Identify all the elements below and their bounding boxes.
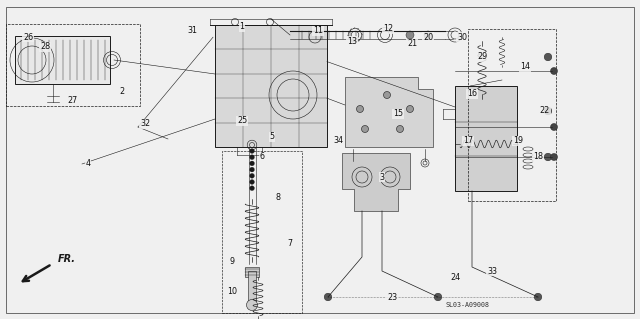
Circle shape xyxy=(406,106,413,113)
Circle shape xyxy=(250,149,255,153)
Text: 32: 32 xyxy=(140,120,150,129)
Text: 9: 9 xyxy=(229,256,235,265)
Text: 28: 28 xyxy=(40,42,50,51)
Bar xyxy=(245,267,259,277)
Text: 24: 24 xyxy=(450,272,460,281)
Circle shape xyxy=(356,106,364,113)
Text: 27: 27 xyxy=(67,97,77,106)
Circle shape xyxy=(544,107,552,115)
Text: 18: 18 xyxy=(533,152,543,161)
Text: 26: 26 xyxy=(23,33,33,41)
Text: 2: 2 xyxy=(120,86,125,95)
Circle shape xyxy=(250,186,255,190)
Bar xyxy=(15,36,110,84)
Text: 4: 4 xyxy=(86,160,90,168)
Circle shape xyxy=(534,293,542,301)
Circle shape xyxy=(324,293,332,301)
Text: SL03-A09008: SL03-A09008 xyxy=(446,302,490,308)
Circle shape xyxy=(250,155,255,160)
Text: 6: 6 xyxy=(259,152,264,161)
Text: 25: 25 xyxy=(237,116,247,125)
Bar xyxy=(215,25,327,147)
Circle shape xyxy=(250,161,255,166)
Text: 34: 34 xyxy=(333,137,343,145)
Circle shape xyxy=(550,68,557,75)
Bar xyxy=(6,24,140,106)
Text: 17: 17 xyxy=(463,137,473,145)
Circle shape xyxy=(550,153,557,160)
Polygon shape xyxy=(342,153,410,211)
Circle shape xyxy=(246,300,257,310)
Text: 14: 14 xyxy=(520,63,530,71)
Circle shape xyxy=(424,31,432,39)
Text: 3: 3 xyxy=(380,173,385,182)
Bar xyxy=(248,271,256,301)
Circle shape xyxy=(434,293,442,301)
Text: 10: 10 xyxy=(227,286,237,295)
Text: 16: 16 xyxy=(467,90,477,99)
Text: 7: 7 xyxy=(287,240,292,249)
Text: 33: 33 xyxy=(487,266,497,276)
Bar xyxy=(455,86,517,191)
Circle shape xyxy=(397,125,403,132)
Text: 29: 29 xyxy=(477,53,487,62)
Text: 8: 8 xyxy=(275,192,280,202)
Text: 23: 23 xyxy=(387,293,397,301)
Bar xyxy=(222,151,302,313)
Text: 20: 20 xyxy=(423,33,433,41)
Circle shape xyxy=(250,167,255,172)
Text: 30: 30 xyxy=(457,33,467,41)
Text: 15: 15 xyxy=(393,109,403,118)
Circle shape xyxy=(362,125,369,132)
Text: 1: 1 xyxy=(239,23,244,32)
Text: FR.: FR. xyxy=(58,254,76,264)
Circle shape xyxy=(250,180,255,184)
Text: 31: 31 xyxy=(187,26,197,35)
Bar xyxy=(468,29,556,201)
Circle shape xyxy=(250,174,255,178)
Circle shape xyxy=(550,123,557,130)
Text: 21: 21 xyxy=(407,40,417,48)
Text: 22: 22 xyxy=(540,107,550,115)
Text: 19: 19 xyxy=(513,137,523,145)
Text: 5: 5 xyxy=(269,132,275,142)
Circle shape xyxy=(406,31,414,39)
Circle shape xyxy=(383,92,390,99)
Text: 13: 13 xyxy=(347,36,357,46)
Circle shape xyxy=(544,53,552,61)
Polygon shape xyxy=(345,77,433,147)
Text: 11: 11 xyxy=(313,26,323,35)
Text: 12: 12 xyxy=(383,25,393,33)
Circle shape xyxy=(544,153,552,161)
